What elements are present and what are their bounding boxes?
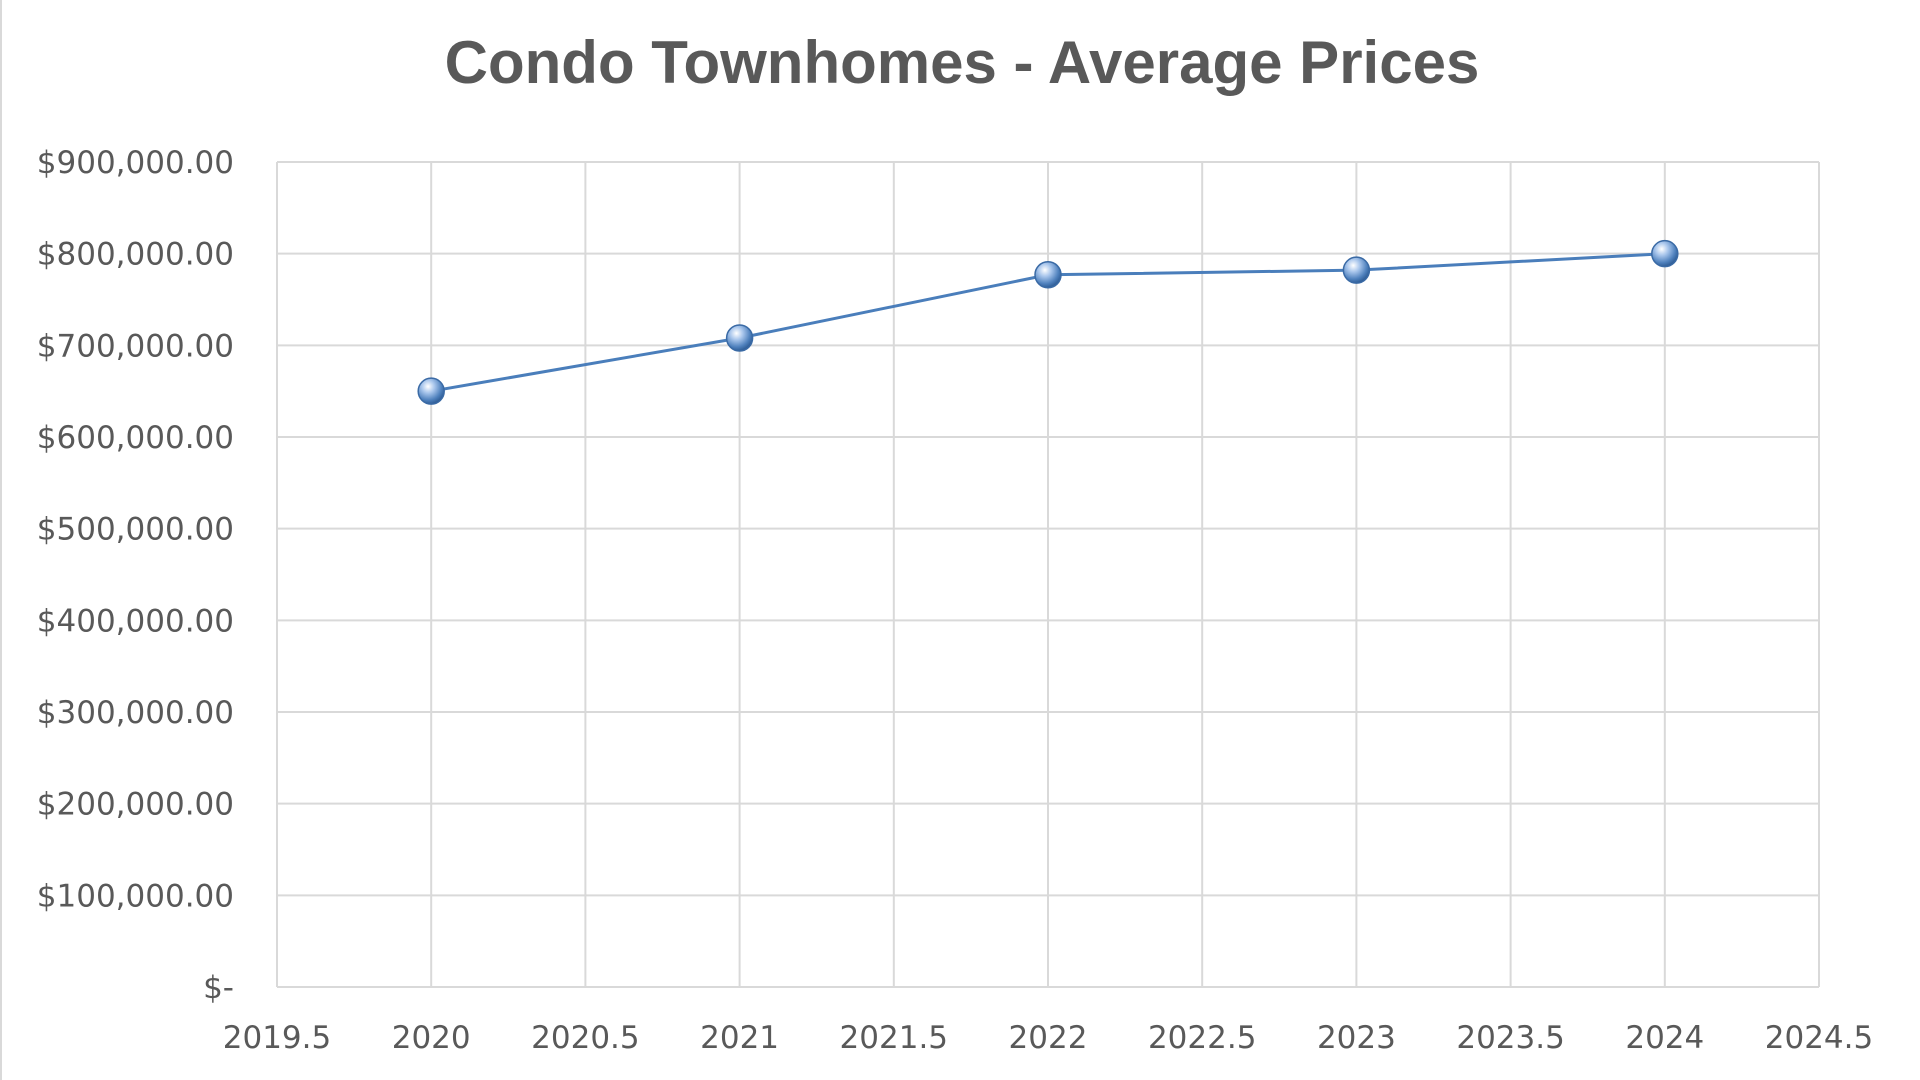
y-tick-label: $400,000.00 [37,603,234,639]
y-tick-label: $300,000.00 [37,695,234,731]
y-tick-label: $- [203,970,234,1006]
x-tick-label: 2024.5 [1765,1020,1873,1056]
y-tick-label: $800,000.00 [37,237,234,273]
data-point [1651,239,1679,268]
x-tick-label: 2022.5 [1148,1020,1256,1056]
y-tick-label: $100,000.00 [37,878,234,914]
data-point [417,377,445,405]
y-tick-label: $900,000.00 [37,145,234,181]
data-point [1342,256,1371,284]
x-tick-label: 2021 [700,1020,779,1056]
x-tick-label: 2022 [1009,1020,1088,1056]
y-tick-label: $200,000.00 [37,787,234,823]
y-tick-label: $500,000.00 [37,512,234,548]
x-tick-label: 2021.5 [840,1020,948,1056]
x-tick-label: 2020.5 [531,1020,639,1056]
chart-title: Condo Townhomes - Average Prices [444,29,1480,96]
data-point [1034,261,1062,289]
data-point [725,324,754,352]
x-tick-label: 2023 [1317,1020,1396,1056]
x-tick-label: 2023.5 [1456,1020,1564,1056]
x-tick-label: 2020 [392,1020,471,1056]
x-tick-label: 2024 [1625,1020,1704,1056]
y-tick-label: $700,000.00 [37,328,234,364]
y-tick-label: $600,000.00 [37,420,234,456]
x-tick-label: 2019.5 [223,1020,331,1056]
